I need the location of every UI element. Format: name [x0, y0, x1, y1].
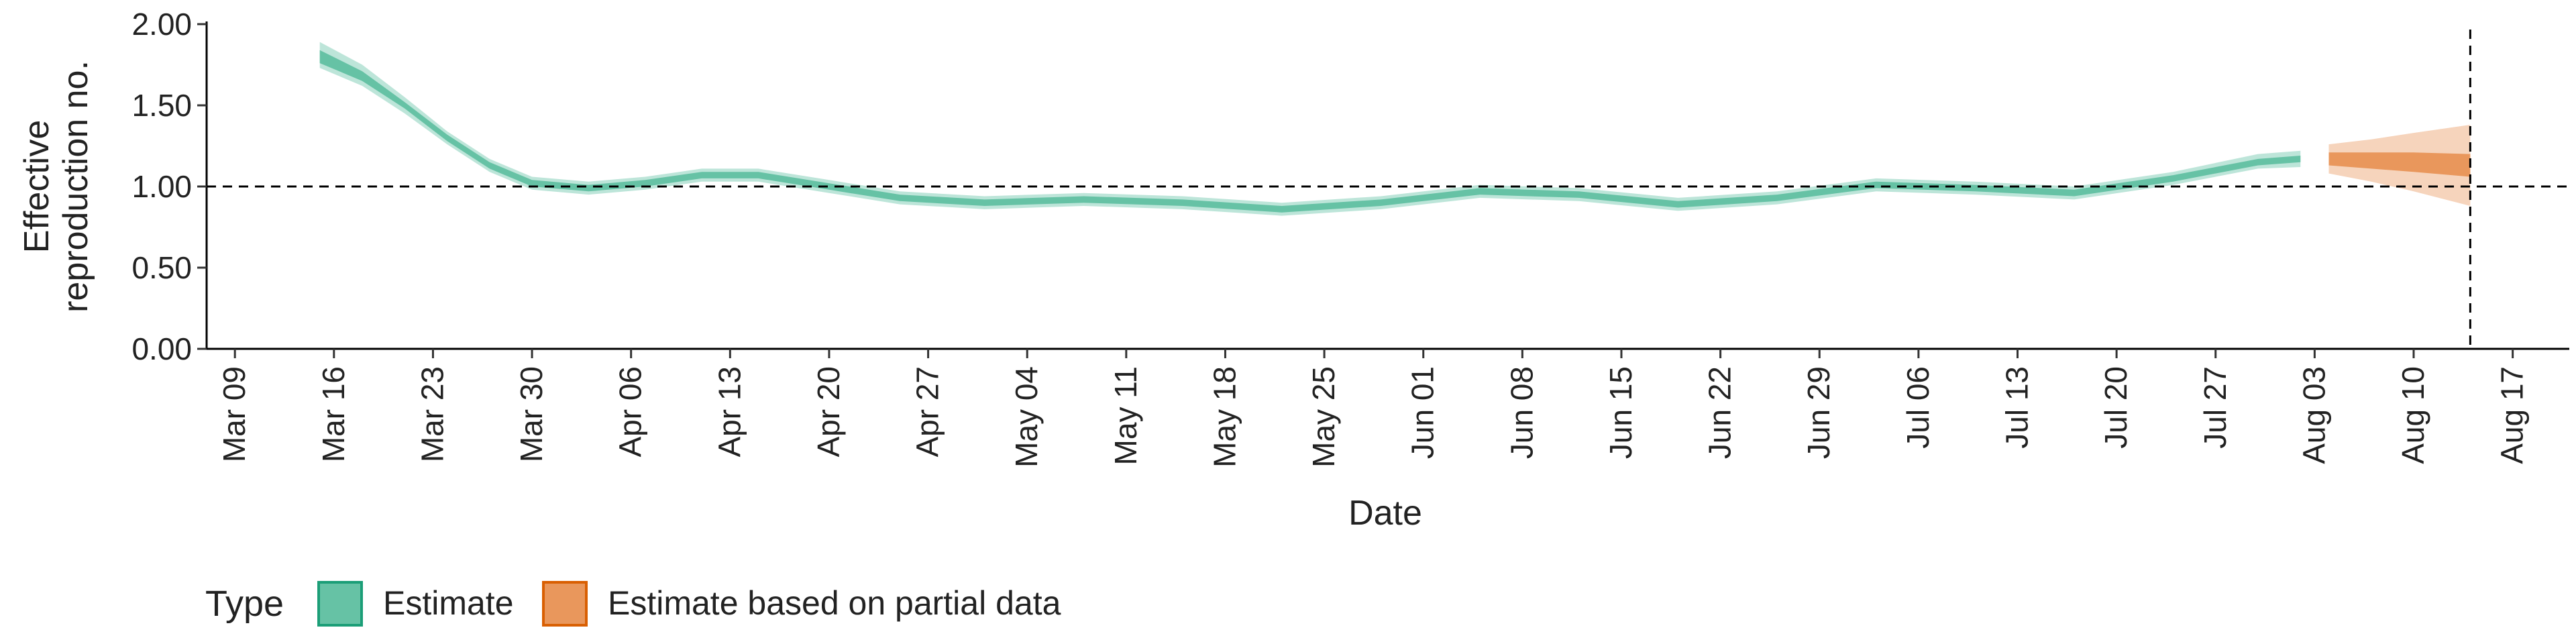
x-tick-label: May 25	[1306, 366, 1341, 468]
x-tick-label: May 18	[1207, 366, 1242, 468]
x-tick-label: May 04	[1009, 366, 1044, 468]
legend-swatch	[542, 581, 588, 627]
x-tick-label: Jul 20	[2098, 366, 2133, 449]
y-axis-label-line: reproduction no.	[56, 60, 95, 313]
x-tick-label: Jul 13	[1999, 366, 2034, 449]
legend-entry-label: Estimate	[383, 584, 514, 622]
y-tick-label: 1.50	[131, 88, 192, 123]
y-axis-ticks: 0.00 0.50 1.00 1.50 2.00	[131, 7, 207, 366]
legend-swatch	[317, 581, 363, 627]
x-tick-label: Mar 30	[514, 366, 549, 462]
x-tick-label: Jul 06	[1900, 366, 1935, 449]
x-tick-label: Apr 06	[613, 366, 648, 458]
y-tick-label: 2.00	[131, 7, 192, 42]
x-tick-label: Aug 17	[2495, 366, 2530, 464]
y-axis-label: Effective reproduction no.	[17, 60, 95, 313]
x-tick-label: Mar 16	[316, 366, 351, 462]
x-tick-label: Jun 08	[1504, 366, 1539, 459]
x-tick-label: Apr 27	[910, 366, 945, 458]
reference-lines	[207, 30, 2569, 349]
uncertainty-bands	[319, 42, 2471, 216]
axes	[205, 21, 2569, 350]
x-tick-label: Mar 09	[217, 366, 252, 462]
band-50-series-0	[319, 50, 2301, 213]
x-tick-label: May 11	[1108, 366, 1143, 465]
x-tick-label: Jun 22	[1703, 366, 1737, 459]
y-tick-label: 0.00	[131, 331, 192, 366]
band-50-series-1	[2328, 152, 2471, 177]
legend: Type Estimate Estimate based on partial da…	[205, 581, 1061, 627]
y-axis-label-line: Effective	[17, 120, 56, 253]
x-tick-label: Jul 27	[2198, 366, 2233, 449]
x-tick-label: Jun 29	[1801, 366, 1836, 459]
x-tick-label: Jun 15	[1603, 366, 1638, 459]
x-axis-ticks: Mar 09 Mar 16 Mar 23 Mar 30 Apr 06 Apr 13 Apr …	[217, 349, 2530, 468]
x-tick-label: Aug 10	[2396, 366, 2430, 464]
legend-entry-label: Estimate based on partial data	[608, 584, 1061, 622]
x-tick-label: Apr 13	[712, 366, 747, 458]
y-tick-label: 0.50	[131, 250, 192, 285]
y-tick-label: 1.00	[131, 169, 192, 204]
x-tick-label: Jun 01	[1405, 366, 1440, 459]
legend-title: Type	[205, 584, 284, 624]
x-tick-label: Mar 23	[415, 366, 449, 462]
x-tick-label: Apr 20	[811, 366, 846, 458]
x-tick-label: Aug 03	[2296, 366, 2331, 464]
x-axis-label: Date	[1348, 494, 1422, 533]
